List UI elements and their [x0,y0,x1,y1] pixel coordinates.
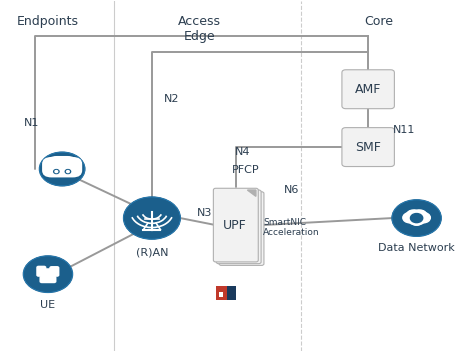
Circle shape [66,171,69,172]
Circle shape [410,214,423,222]
FancyBboxPatch shape [342,70,394,109]
Bar [216,287,227,301]
Text: AMF: AMF [355,83,382,96]
FancyBboxPatch shape [47,156,77,174]
Text: N11: N11 [393,125,415,136]
Text: N3: N3 [197,208,212,218]
Text: SMF: SMF [355,140,381,153]
Text: (R)AN: (R)AN [136,248,168,258]
Circle shape [392,200,441,236]
Text: UE: UE [40,301,55,310]
Circle shape [124,197,180,239]
Bar [219,292,223,297]
Circle shape [410,216,423,225]
Text: UPF: UPF [223,219,247,232]
Circle shape [55,171,58,172]
FancyBboxPatch shape [42,157,82,177]
Circle shape [65,170,71,174]
FancyBboxPatch shape [216,190,261,264]
FancyBboxPatch shape [43,268,53,280]
Circle shape [407,210,419,220]
FancyBboxPatch shape [39,276,56,283]
Text: Endpoints: Endpoints [17,15,79,28]
FancyBboxPatch shape [49,266,59,277]
FancyBboxPatch shape [36,266,46,277]
Text: Access
Edge: Access Edge [178,15,221,43]
FancyBboxPatch shape [342,128,394,166]
Circle shape [54,170,59,174]
Circle shape [23,256,73,293]
Bar [227,287,236,301]
Polygon shape [247,190,256,196]
Text: SmartNIC
Acceleration: SmartNIC Acceleration [263,218,319,238]
Circle shape [407,211,426,225]
Text: Core: Core [365,15,393,28]
Text: Data Network: Data Network [378,243,455,253]
Text: N1: N1 [24,118,39,128]
Circle shape [414,210,427,220]
Text: N4: N4 [235,147,250,157]
Circle shape [39,152,85,186]
Text: N2: N2 [164,94,179,104]
FancyBboxPatch shape [213,188,258,262]
Circle shape [417,213,430,223]
FancyBboxPatch shape [219,192,264,265]
Text: PFCP: PFCP [232,165,260,176]
Text: N6: N6 [284,185,300,195]
Circle shape [403,213,417,223]
